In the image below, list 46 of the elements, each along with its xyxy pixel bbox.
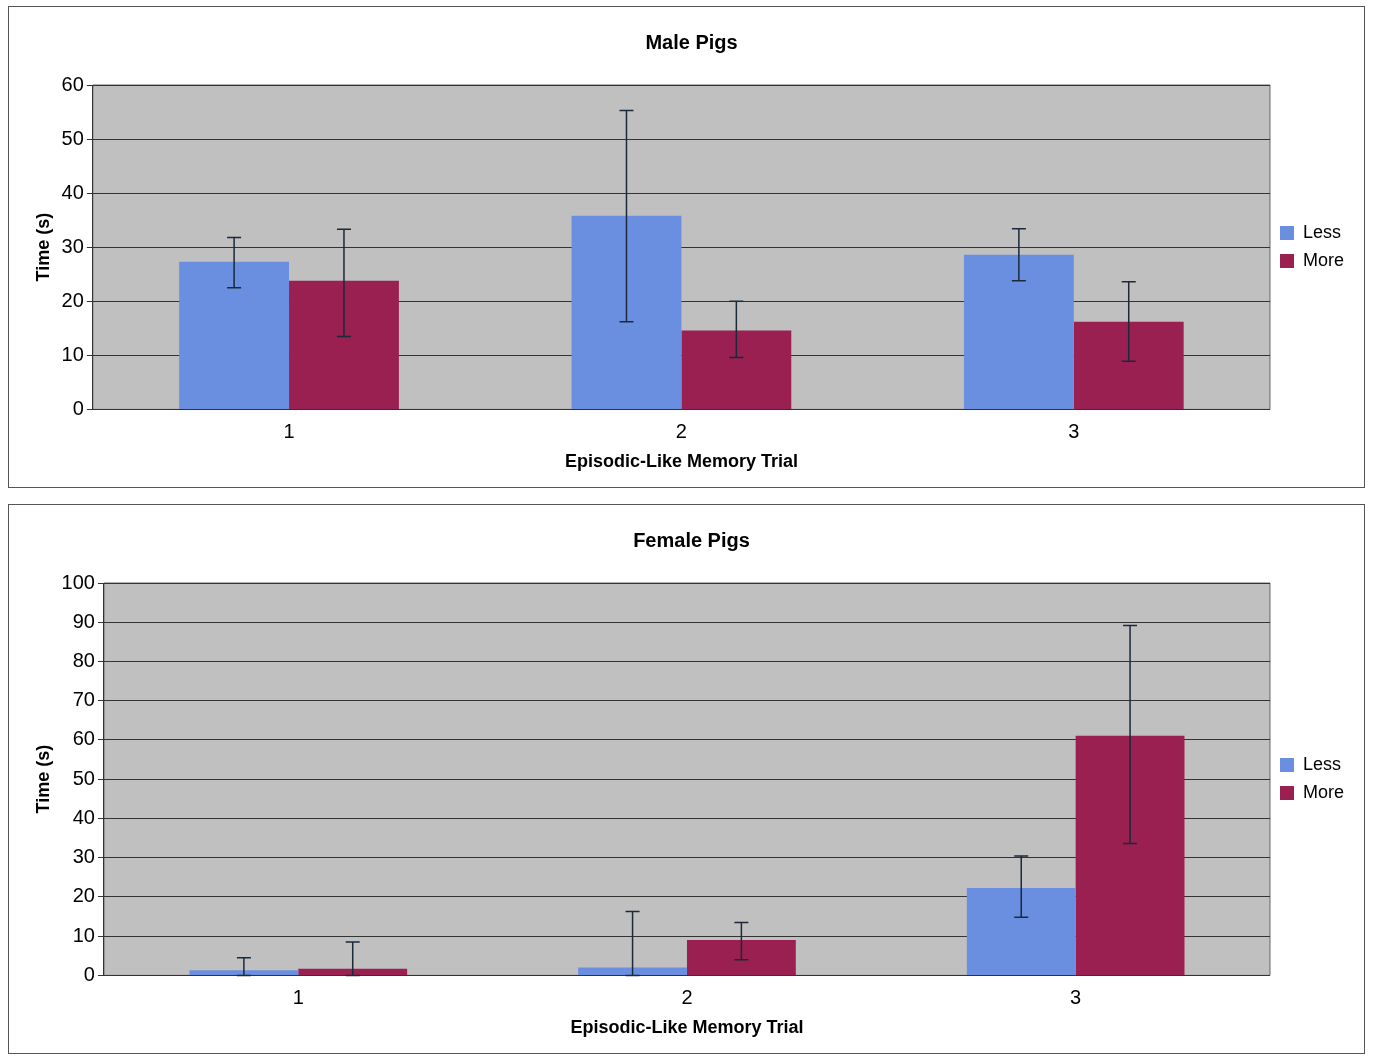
y-axis-title: Time (s) (32, 744, 53, 814)
y-tick-label: 60 (72, 727, 95, 750)
x-axis-title: Episodic-Like Memory Trial (570, 1017, 804, 1038)
x-axis-title: Episodic-Like Memory Trial (564, 451, 798, 472)
y-tick-label: 40 (72, 805, 95, 828)
y-tick-label: 20 (72, 884, 95, 907)
bar (571, 215, 682, 409)
y-tick-label: 90 (72, 609, 95, 632)
y-tick-label: 30 (61, 234, 84, 257)
y-tick-label: 70 (72, 688, 95, 711)
bar (289, 280, 399, 409)
y-tick-label: 50 (72, 766, 95, 789)
y-tick-label: 100 (61, 570, 95, 593)
legend-label: Less (1302, 753, 1342, 774)
y-tick-label: 0 (72, 396, 84, 419)
bar (1075, 735, 1185, 975)
y-tick-label: 60 (61, 72, 84, 95)
bar (686, 940, 796, 975)
legend-label: More (1302, 249, 1345, 270)
y-tick-label: 30 (72, 845, 95, 868)
x-tick-label: 3 (1070, 985, 1082, 1008)
bar (963, 254, 1074, 409)
x-tick-label: 3 (1068, 419, 1080, 442)
chart-title: Male Pigs (645, 30, 738, 53)
y-tick-label: 10 (61, 342, 84, 365)
y-tick-label: 80 (72, 649, 95, 671)
y-tick-label: 50 (61, 126, 84, 149)
bar (189, 970, 299, 975)
x-tick-label: 2 (675, 419, 687, 442)
bar (578, 967, 687, 975)
y-tick-label: 40 (61, 180, 84, 203)
bar (179, 261, 290, 409)
chart-title: Female Pigs (633, 528, 750, 551)
bar (298, 968, 408, 975)
bar (681, 330, 792, 409)
bar (966, 887, 1076, 975)
y-tick-label: 20 (61, 288, 84, 311)
y-tick-label: 0 (83, 962, 95, 985)
y-tick-label: 10 (72, 923, 95, 946)
y-axis-title: Time (s) (32, 212, 53, 282)
legend-label: More (1302, 781, 1345, 802)
x-tick-label: 2 (681, 985, 693, 1008)
x-tick-label: 1 (283, 419, 295, 442)
bar (1073, 321, 1184, 409)
x-tick-label: 1 (292, 985, 304, 1008)
legend-label: Less (1302, 221, 1342, 242)
